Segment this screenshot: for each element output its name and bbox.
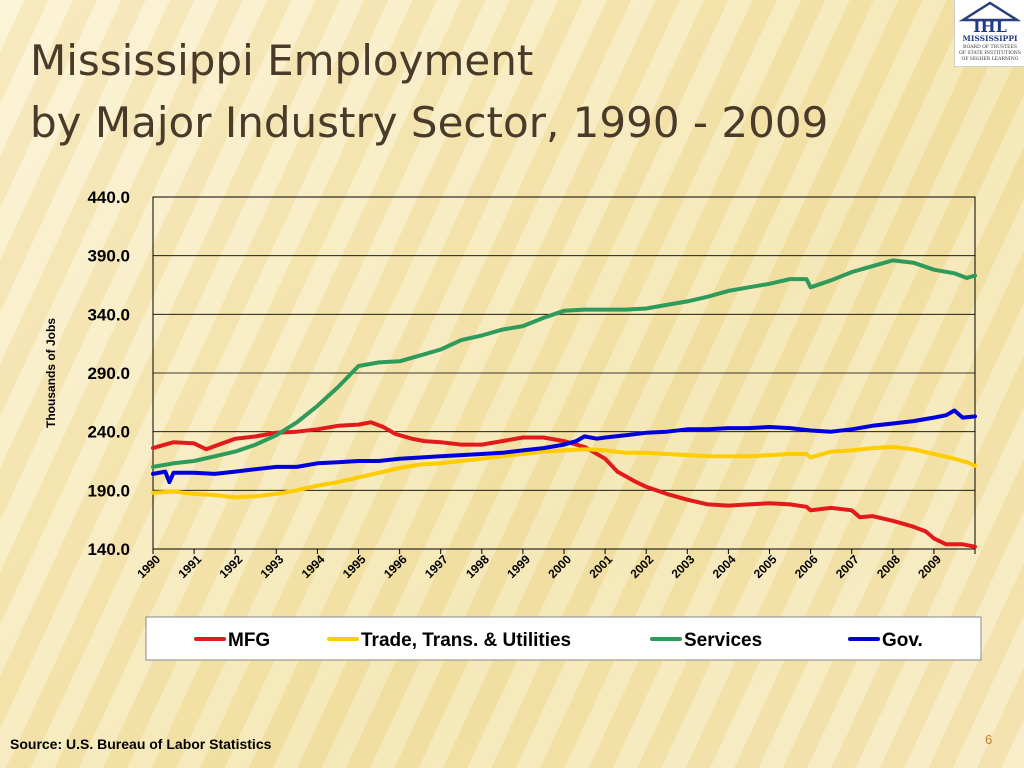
legend-label-services: Services [684,630,762,651]
title-line-1: Mississippi Employment [30,36,534,85]
chart-gridlines [153,196,975,550]
x-tick-label: 1993 [258,552,287,581]
y-tick-label: 340.0 [87,305,130,324]
y-axis-ticks: 440.0 390.0 340.0 290.0 240.0 190.0 140.0 [87,188,130,559]
x-axis-ticks: 1990 1991 1992 1993 1994 1995 1996 1997 1998 1999… [134,549,976,581]
y-tick-label: 140.0 [87,540,130,559]
logo-line-1: MISSISSIPPI [963,34,1018,43]
x-tick-label: 2009 [915,552,944,581]
y-tick-label: 390.0 [87,247,130,266]
x-tick-label: 1995 [340,552,369,581]
ihl-logo: IHL MISSISSIPPI BOARD OF TRUSTEES OF STA… [954,0,1024,67]
source-note: Source: U.S. Bureau of Labor Statistics [10,736,272,752]
series-line-gov [151,408,977,485]
title-line-2: by Major Industry Sector, 1990 - 2009 [30,98,829,147]
legend-label-mfg: MFG [228,630,270,651]
logo-line-2: BOARD OF TRUSTEES [963,44,1017,50]
x-tick-label: 2004 [710,552,739,581]
logo-mark: IHL [973,17,1007,36]
series-lines [151,258,977,549]
series-line-mfg [151,420,977,549]
logo-line-3: OF STATE INSTITUTIONS [959,50,1021,56]
x-tick-label: 2008 [874,552,903,581]
x-tick-label: 1996 [381,552,410,581]
page-number: 6 [985,732,993,747]
x-tick-label: 2006 [792,552,821,581]
x-tick-label: 2003 [669,552,698,581]
legend-label-gov: Gov. [882,630,923,651]
y-tick-label: 290.0 [87,364,130,383]
chart-legend: MFG Trade, Trans. & Utilities Services Gov. [194,630,923,651]
x-tick-label: 2001 [586,552,615,581]
slide-title: Mississippi Employment by Major Industry… [30,30,828,154]
x-tick-label: 1998 [463,552,492,581]
x-tick-label: 1999 [504,552,533,581]
y-tick-label: 190.0 [87,481,130,500]
legend-box [145,616,982,661]
x-tick-label: 1997 [422,552,451,581]
logo-roof-icon [958,1,1022,22]
x-tick-label: 1992 [217,552,246,581]
x-tick-label: 1994 [299,552,328,581]
x-tick-label: 2002 [628,552,657,581]
series-line-trade-trans-utilities [151,444,977,500]
x-tick-label: 1991 [175,552,204,581]
employment-line-chart: 440.0 390.0 340.0 290.0 240.0 190.0 140.0 1990… [44,188,982,661]
legend-label-trade-trans-utilities: Trade, Trans. & Utilities [361,630,571,651]
x-tick-label: 2005 [751,552,780,581]
x-tick-label: 2007 [833,552,862,581]
y-tick-label: 240.0 [87,423,130,442]
x-tick-label: 1990 [134,552,163,581]
logo-line-4: OF HIGHER LEARNING [962,56,1019,62]
y-tick-label: 440.0 [87,188,130,207]
y-axis-label: Thousands of Jobs [44,318,58,428]
ihl-logo-graphic: IHL MISSISSIPPI BOARD OF TRUSTEES OF STA… [958,1,1022,62]
series-line-services [151,258,977,469]
x-tick-label: 2000 [545,552,574,581]
